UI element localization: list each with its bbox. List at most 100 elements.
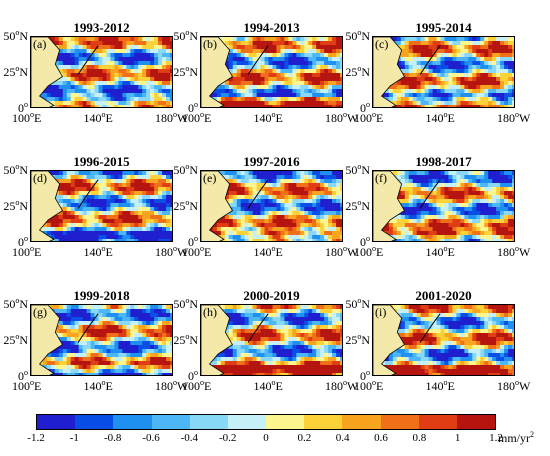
y-tick-label: 0o <box>188 234 198 249</box>
x-tick-label: 100oE <box>182 378 212 393</box>
panel-letter: (b) <box>203 37 217 51</box>
colorbar-segment <box>113 415 152 429</box>
panel-letter: (a) <box>33 37 47 51</box>
x-tick-label: 100oE <box>182 110 212 125</box>
x-tick-label: 140oE <box>253 244 283 259</box>
coastline <box>77 313 99 343</box>
anomaly-map <box>200 304 343 376</box>
panel-title: 1995-2014 <box>415 20 472 35</box>
anomaly-map <box>30 36 173 108</box>
panel-title: 2001-2020 <box>415 288 472 303</box>
panel-title: 1998-2017 <box>415 154 472 169</box>
y-tick-label: 0o <box>360 100 370 115</box>
y-tick-label: 25oN <box>345 64 370 79</box>
x-tick-label: 140oE <box>425 378 455 393</box>
panel-letter: (f) <box>375 171 387 185</box>
landmass <box>31 37 63 107</box>
y-tick-label: 50oN <box>345 28 370 43</box>
colorbar-ticks: -1.2 -1 -0.8 -0.6 -0.4 -0.2 0 0.2 0.4 0.6 0.8 1 1.2 <box>27 432 503 446</box>
landmass <box>31 305 63 375</box>
x-tick-label: 180oW <box>497 378 531 393</box>
panel-letter: (i) <box>375 305 387 319</box>
x-tick-label: 140oE <box>83 378 113 393</box>
y-tick-label: 50oN <box>3 296 28 311</box>
colorbar-tick-label: 0.4 <box>335 432 350 444</box>
x-tick-label: 100oE <box>12 244 42 259</box>
landmass <box>201 305 233 375</box>
colorbar-tick-label: 0.2 <box>297 432 312 444</box>
x-tick-label: 180oW <box>155 378 189 393</box>
colorbar-unit: mm/yr2 <box>498 430 534 446</box>
x-tick-label: 140oE <box>253 110 283 125</box>
colorbar-segment <box>342 415 381 429</box>
colorbar-segment <box>75 415 114 429</box>
colorbar-segment <box>151 415 190 429</box>
y-tick-label: 0o <box>18 100 28 115</box>
landmass <box>31 171 63 241</box>
landmass <box>373 37 405 107</box>
x-tick-label: 100oE <box>12 110 42 125</box>
colorbar-tick-label: 0.8 <box>412 432 427 444</box>
y-tick-label: 50oN <box>173 28 198 43</box>
x-tick-label: 180oW <box>497 244 531 259</box>
y-tick-label: 25oN <box>173 64 198 79</box>
coastline <box>419 313 441 343</box>
x-tick-label: 100oE <box>12 378 42 393</box>
x-tick-label: 100oE <box>354 378 384 393</box>
unit-exp: 2 <box>530 430 534 439</box>
y-tick-label: 0o <box>360 234 370 249</box>
colorbar-tick-label: -0.4 <box>180 432 199 444</box>
colorbar-tick-label: 1.2 <box>489 432 503 444</box>
y-tick-label: 50oN <box>3 28 28 43</box>
colorbar <box>36 414 496 430</box>
y-tick-label: 0o <box>18 368 28 383</box>
panel-title: 1997-2016 <box>243 154 300 169</box>
colorbar-segment <box>266 415 305 429</box>
x-tick-label: 140oE <box>83 110 113 125</box>
colorbar-segment <box>456 415 496 429</box>
y-tick-label: 50oN <box>3 162 28 177</box>
y-tick-label: 0o <box>188 368 198 383</box>
unit-base: mm/yr <box>498 431 530 445</box>
colorbar-tick-label: 1 <box>454 432 461 444</box>
landmass <box>373 171 405 241</box>
coastline <box>247 45 269 75</box>
y-tick-label: 25oN <box>345 198 370 213</box>
coastline <box>77 179 99 209</box>
x-tick-label: 180oW <box>155 244 189 259</box>
panel-letter: (g) <box>33 305 47 319</box>
panel-title: 1993-2012 <box>73 20 130 35</box>
y-tick-label: 50oN <box>173 296 198 311</box>
anomaly-map <box>30 304 173 376</box>
y-tick-label: 0o <box>18 234 28 249</box>
coastline <box>247 313 269 343</box>
x-tick-label: 100oE <box>354 110 384 125</box>
panel-letter: (d) <box>33 171 47 185</box>
y-tick-label: 50oN <box>345 162 370 177</box>
y-tick-label: 25oN <box>3 198 28 213</box>
x-tick-label: 140oE <box>425 244 455 259</box>
panel-letter: (c) <box>375 37 389 51</box>
y-tick-label: 0o <box>188 100 198 115</box>
colorbar-segment <box>227 415 267 429</box>
panel-letter: (h) <box>203 305 217 319</box>
colorbar-tick-label: 0.6 <box>374 432 388 444</box>
y-tick-label: 25oN <box>3 332 28 347</box>
anomaly-map <box>372 36 515 108</box>
colorbar-segment <box>380 415 419 429</box>
anomaly-map <box>200 36 343 108</box>
landmass <box>201 37 233 107</box>
y-tick-label: 25oN <box>3 64 28 79</box>
x-tick-label: 100oE <box>182 244 212 259</box>
coastline <box>419 45 441 75</box>
y-tick-label: 50oN <box>345 296 370 311</box>
x-tick-label: 180oW <box>155 110 189 125</box>
panel-title: 2000-2019 <box>243 288 300 303</box>
x-tick-label: 140oE <box>83 244 113 259</box>
panel-title: 1994-2013 <box>243 20 300 35</box>
y-tick-label: 25oN <box>173 332 198 347</box>
x-tick-label: 180oW <box>497 110 531 125</box>
x-tick-label: 180oW <box>325 110 359 125</box>
x-tick-label: 180oW <box>325 378 359 393</box>
colorbar-tick-label: -0.2 <box>218 432 237 444</box>
